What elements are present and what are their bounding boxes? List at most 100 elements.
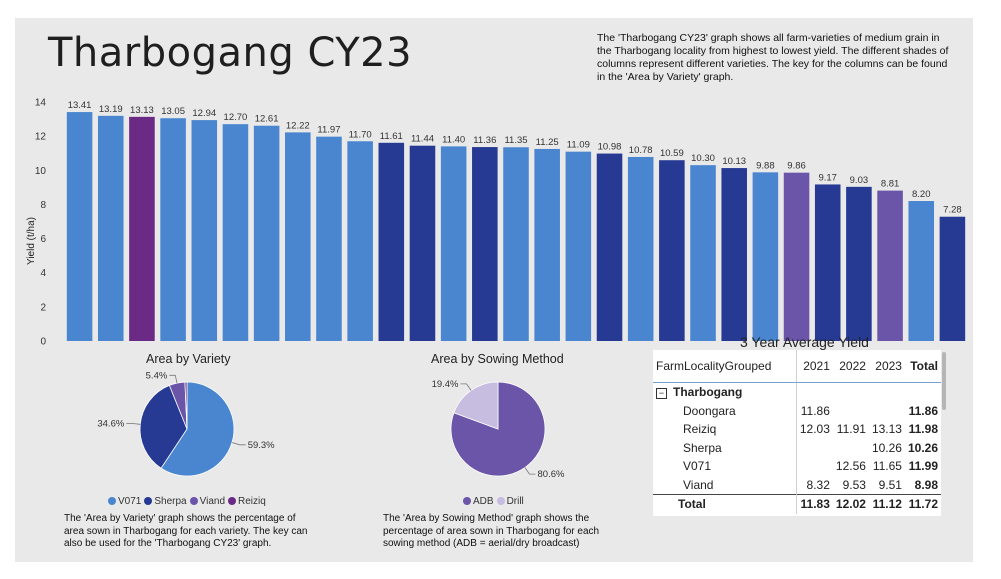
row-label: Sherpa <box>653 438 797 457</box>
bar-value-label: 11.35 <box>504 135 527 146</box>
pie-slice-label: 80.6% <box>538 469 565 480</box>
bar-v071[interactable] <box>347 141 373 341</box>
legend-item-drill[interactable]: Drill <box>496 496 524 507</box>
bar-value-label: 12.70 <box>224 112 248 123</box>
bar-reiziq[interactable] <box>129 116 155 341</box>
cell: 11.65 <box>872 459 902 474</box>
column-header[interactable]: Total <box>904 350 941 383</box>
column-header[interactable]: 2022 <box>832 350 869 383</box>
legend-item-reiziq[interactable]: Reiziq <box>228 496 266 507</box>
bar-v071[interactable] <box>752 172 779 341</box>
variety-pie-description: The 'Area by Variety' graph shows the pe… <box>64 513 308 549</box>
bar-viand[interactable] <box>877 190 903 341</box>
bar-v071[interactable] <box>627 156 654 341</box>
bar-value-label: 10.13 <box>722 156 746 167</box>
y-tick-label: 8 <box>40 200 46 211</box>
bar-v071[interactable] <box>160 118 186 341</box>
pie-slice-sherpa[interactable] <box>139 384 188 469</box>
legend-label: Reiziq <box>238 496 266 507</box>
collapse-icon[interactable]: − <box>656 388 667 400</box>
column-header[interactable]: 2023 <box>868 350 905 383</box>
bar-sherpa[interactable] <box>409 145 436 341</box>
row-label: Total <box>653 494 797 514</box>
table-scrollbar[interactable] <box>942 352 946 410</box>
bar-v071[interactable] <box>66 112 93 341</box>
y-tick-label: 4 <box>40 268 46 279</box>
bar-sherpa[interactable] <box>846 186 872 341</box>
bar-v071[interactable] <box>503 147 529 341</box>
cell: 9.51 <box>878 477 902 492</box>
row-label: Viand <box>653 475 797 495</box>
bar-value-label: 9.03 <box>850 175 869 186</box>
bar-v071[interactable] <box>97 115 124 341</box>
cell: 11.86 <box>800 403 830 418</box>
bar-sherpa[interactable] <box>596 153 623 341</box>
cell: 13.13 <box>871 422 902 437</box>
bar-sherpa[interactable] <box>659 160 685 341</box>
bar-value-label: 12.61 <box>255 114 279 125</box>
y-axis: 0 2 4 6 8 10 12 14 <box>35 98 47 348</box>
area-by-variety-pie: 59.3% 34.6% 5.4% <box>97 370 275 477</box>
bar-sherpa[interactable] <box>472 147 498 341</box>
bar-v071[interactable] <box>191 120 218 341</box>
bar-v071[interactable] <box>285 132 311 341</box>
bar-value-label: 7.28 <box>943 205 962 216</box>
bar-v071[interactable] <box>253 125 280 341</box>
pie-slice-v071[interactable] <box>160 381 235 477</box>
cell: 11.83 <box>796 494 833 514</box>
legend-item-v071[interactable]: V071 <box>108 496 141 507</box>
cell: 12.03 <box>799 422 830 437</box>
bar-value-label: 11.40 <box>442 134 465 145</box>
variety-pie-title: Area by Variety <box>146 352 231 366</box>
legend-label: ADB <box>473 496 494 507</box>
bar-value-label: 10.78 <box>629 145 653 156</box>
bar-chart-description: The 'Tharbogang CY23' graph shows all fa… <box>597 32 949 83</box>
bar-sherpa[interactable] <box>814 184 841 341</box>
pie-leader-line <box>126 423 141 425</box>
y-tick-label: 14 <box>35 98 47 109</box>
cell: 8.32 <box>806 477 830 492</box>
y-tick-label: 12 <box>35 132 47 143</box>
bar-v071[interactable] <box>222 124 249 341</box>
row-label: Doongara <box>653 401 797 420</box>
legend-label: Viand <box>199 496 226 507</box>
pie-slice-drill[interactable] <box>453 381 499 430</box>
row-label: V071 <box>653 457 797 476</box>
table-row: Sherpa 10.26 10.26 <box>653 438 941 458</box>
bar-viand[interactable] <box>783 172 810 341</box>
legend-swatch <box>144 497 153 505</box>
legend-item-viand[interactable]: Viand <box>189 496 226 507</box>
cell: 9.53 <box>842 477 866 492</box>
bar-v071[interactable] <box>440 146 467 341</box>
bar-value-label: 13.41 <box>68 100 92 111</box>
column-header[interactable]: FarmLocalityGrouped <box>653 350 797 383</box>
bar-sherpa[interactable] <box>721 168 747 341</box>
cell <box>796 439 833 458</box>
pie-slice-reiziq[interactable] <box>184 381 188 430</box>
bar-value-label: 11.70 <box>349 129 372 140</box>
cell-total: 11.72 <box>904 494 941 514</box>
bar-sherpa[interactable] <box>939 216 966 341</box>
cell-total: 11.98 <box>908 422 938 437</box>
bar-sherpa[interactable] <box>378 142 405 341</box>
table-row: V071 12.56 11.65 11.99 <box>653 457 941 476</box>
bar-value-label: 13.19 <box>99 104 123 115</box>
bar-v071[interactable] <box>534 148 560 341</box>
bar-v071[interactable] <box>316 136 342 341</box>
table-row: Reiziq 12.03 11.91 13.13 11.98 <box>653 420 941 439</box>
legend-swatch <box>463 497 471 505</box>
y-tick-label: 0 <box>40 337 46 348</box>
table-title: 3 Year Average Yield <box>740 334 869 350</box>
variety-legend: V071 Sherpa Viand Reiziq <box>108 496 269 507</box>
bar-v071[interactable] <box>690 165 716 341</box>
cell-total: 10.26 <box>907 440 938 455</box>
area-by-sowing-pie: 80.6% 19.4% <box>432 379 565 480</box>
yield-table: FarmLocalityGrouped 2021 2022 2023 Total… <box>653 350 941 514</box>
bar-v071[interactable] <box>565 151 592 341</box>
legend-item-sherpa[interactable]: Sherpa <box>144 496 187 507</box>
cell: 10.26 <box>871 440 902 455</box>
column-header[interactable]: 2021 <box>796 350 833 383</box>
bar-v071[interactable] <box>908 201 935 341</box>
legend-item-adb[interactable]: ADB <box>463 496 494 507</box>
